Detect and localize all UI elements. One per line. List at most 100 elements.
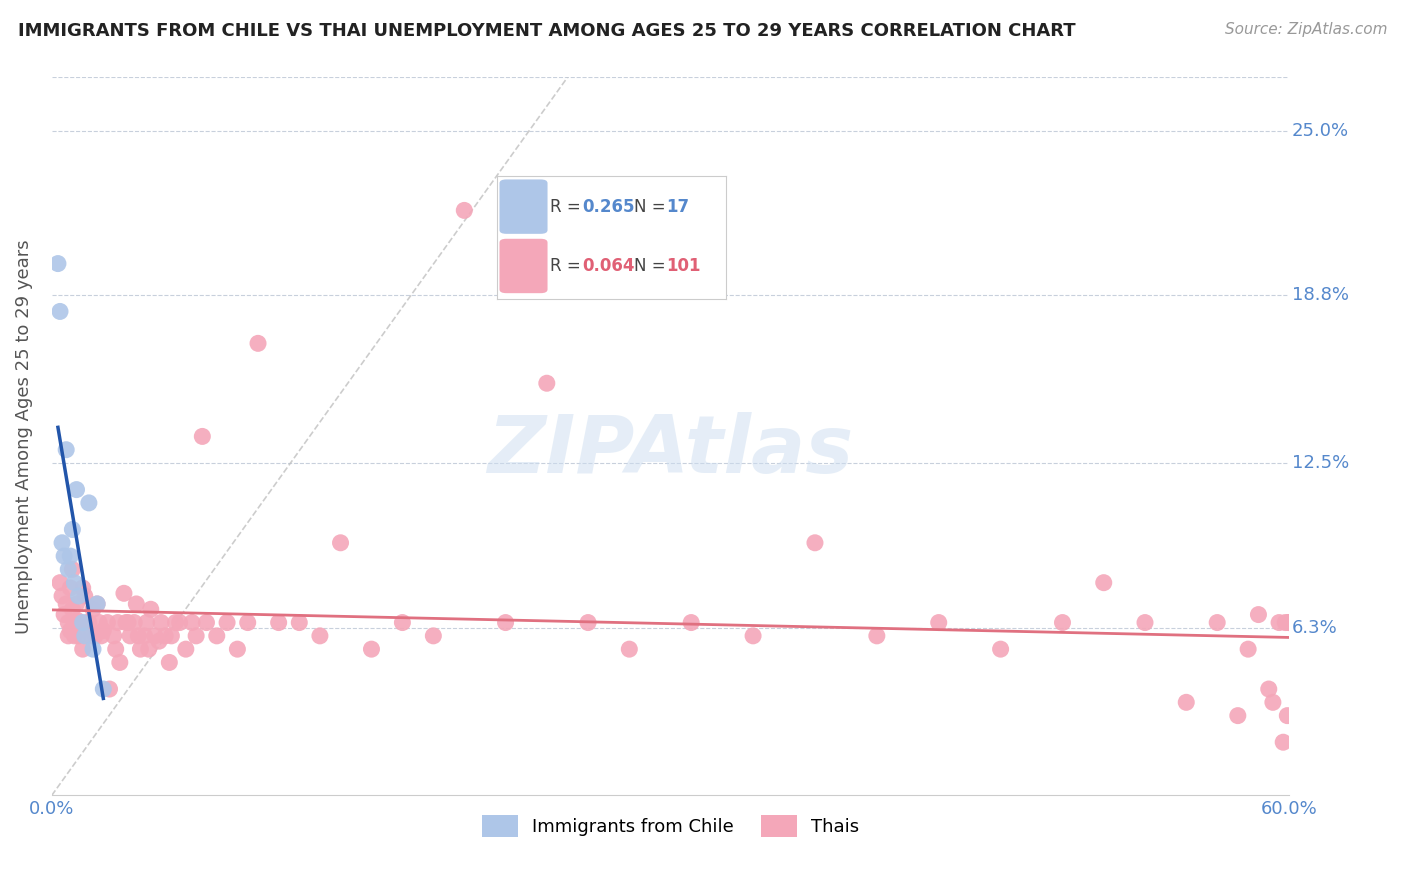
Text: 17: 17 [666, 198, 690, 216]
Point [53, 607, 76, 622]
Point [148, 634, 170, 648]
Point [1226, 708, 1249, 723]
Point [65, 613, 87, 627]
Point [153, 629, 176, 643]
Point [77, 496, 100, 510]
Point [422, 629, 444, 643]
Point [60, 523, 83, 537]
Point [681, 615, 703, 630]
Point [576, 615, 599, 630]
Point [58, 615, 80, 630]
Point [236, 615, 259, 630]
Point [1261, 695, 1284, 709]
Point [536, 376, 558, 391]
Point [453, 203, 475, 218]
Point [1277, 708, 1299, 723]
Point [58, 562, 80, 576]
Point [112, 586, 135, 600]
Point [157, 656, 180, 670]
Point [89, 615, 111, 630]
Point [65, 483, 87, 497]
Point [495, 615, 517, 630]
Point [127, 629, 149, 643]
Point [65, 597, 87, 611]
Point [80, 629, 103, 643]
Text: N =: N = [634, 257, 672, 275]
Point [73, 589, 96, 603]
Point [143, 629, 166, 643]
Point [191, 429, 214, 443]
Point [98, 681, 121, 696]
Point [90, 629, 112, 643]
Point [86, 597, 108, 611]
Point [742, 629, 765, 643]
Point [138, 642, 160, 657]
Point [84, 629, 107, 643]
Point [115, 615, 138, 630]
Text: R =: R = [550, 198, 586, 216]
Point [1237, 642, 1260, 657]
Y-axis label: Unemployment Among Ages 25 to 29 years: Unemployment Among Ages 25 to 29 years [15, 239, 32, 633]
FancyBboxPatch shape [499, 179, 547, 234]
Text: 0.064: 0.064 [582, 257, 634, 275]
Text: N =: N = [634, 198, 672, 216]
Point [55, 442, 77, 457]
Point [67, 629, 90, 643]
Text: 25.0%: 25.0% [1292, 121, 1348, 140]
Point [46, 256, 69, 270]
Point [329, 536, 352, 550]
Text: 101: 101 [666, 257, 702, 275]
Point [1278, 615, 1301, 630]
Point [96, 615, 118, 630]
Point [120, 629, 142, 643]
Point [804, 536, 827, 550]
Point [49, 304, 72, 318]
Point [1175, 695, 1198, 709]
Point [67, 589, 90, 603]
Point [217, 615, 239, 630]
Point [63, 615, 86, 630]
Point [91, 681, 114, 696]
Text: 12.5%: 12.5% [1292, 454, 1350, 472]
Point [104, 642, 127, 657]
Point [1278, 615, 1301, 630]
Point [1278, 615, 1301, 630]
Text: Source: ZipAtlas.com: Source: ZipAtlas.com [1225, 22, 1388, 37]
Point [59, 624, 82, 638]
Point [1247, 607, 1270, 622]
Point [117, 615, 139, 630]
Point [77, 615, 100, 630]
Point [73, 629, 96, 643]
Text: 0.265: 0.265 [582, 198, 634, 216]
Point [165, 615, 187, 630]
Point [59, 581, 82, 595]
Text: 6.3%: 6.3% [1292, 619, 1337, 637]
Point [1206, 615, 1229, 630]
Point [72, 615, 94, 630]
Point [69, 615, 91, 630]
Point [160, 629, 183, 643]
Point [150, 615, 173, 630]
Point [990, 642, 1012, 657]
Point [1257, 681, 1279, 696]
Point [619, 642, 641, 657]
Point [51, 589, 73, 603]
Point [169, 615, 191, 630]
Point [195, 615, 218, 630]
Point [82, 602, 104, 616]
Point [391, 615, 413, 630]
Point [51, 536, 73, 550]
Point [63, 629, 86, 643]
Point [1268, 615, 1291, 630]
Point [58, 629, 80, 643]
Point [181, 615, 204, 630]
Point [107, 615, 129, 630]
Point [60, 602, 83, 616]
Point [72, 581, 94, 595]
Point [1052, 615, 1074, 630]
Point [72, 642, 94, 657]
Point [288, 615, 311, 630]
Point [360, 642, 382, 657]
Point [55, 597, 77, 611]
Point [91, 624, 114, 638]
